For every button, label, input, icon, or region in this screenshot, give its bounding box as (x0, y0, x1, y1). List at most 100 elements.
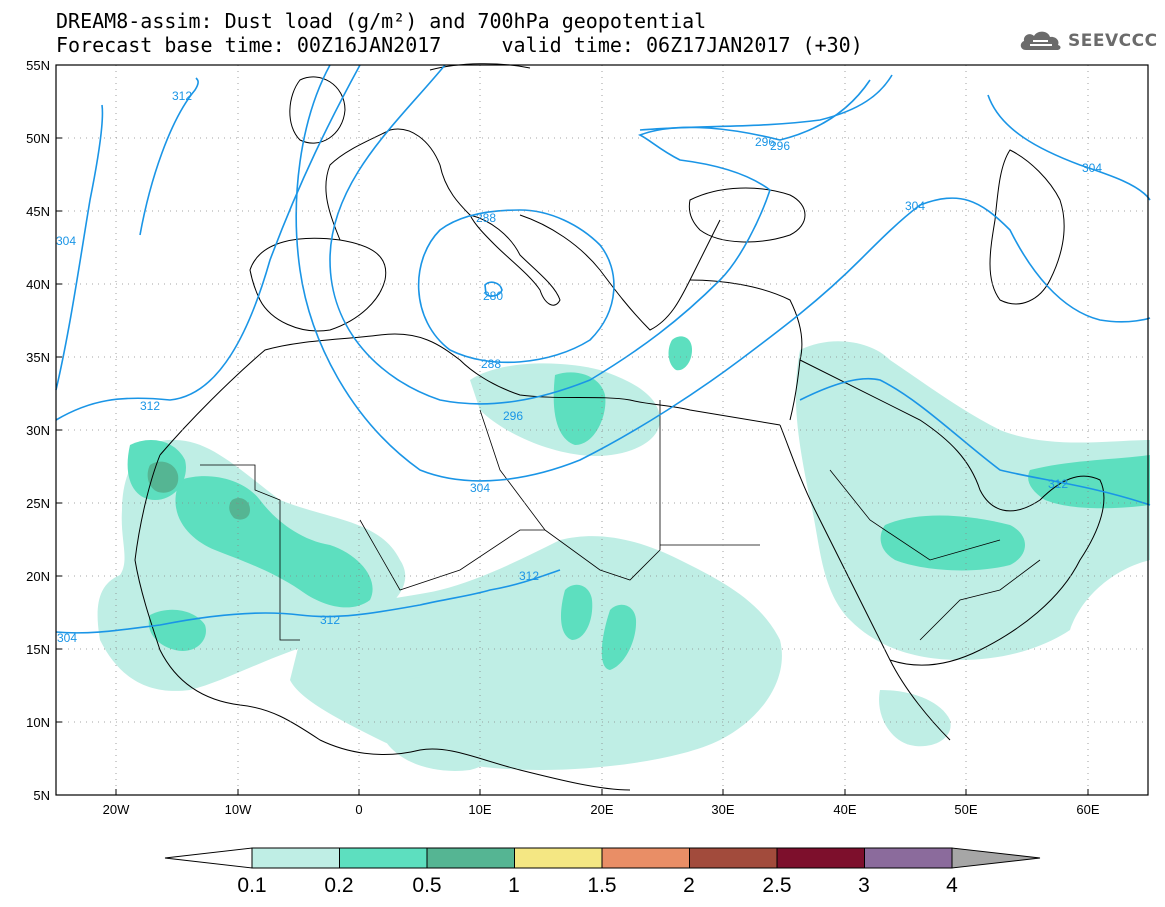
lat-label: 50N (26, 131, 50, 146)
contour-312-arabia (799, 377, 1151, 506)
border-chad-sudan (544, 400, 661, 581)
colorbar-label: 0.5 (412, 874, 441, 897)
contour-label: 312 (140, 399, 160, 413)
lon-label: 60E (1076, 802, 1099, 817)
colorbar-label: 2.5 (762, 874, 791, 897)
colorbar-label: 0.2 (324, 874, 353, 897)
coast-west-africa (134, 454, 631, 791)
contour-label: 304 (470, 481, 490, 495)
colorbar-label: 1.5 (587, 874, 616, 897)
dust-core-gulf (1028, 455, 1150, 509)
colorbar-label: 1 (508, 874, 520, 897)
contour-312-south (55, 569, 561, 634)
lon-label: 10E (468, 802, 491, 817)
contour-296-east (639, 74, 893, 131)
colorbar-label: 0.1 (237, 874, 266, 897)
longitude-labels: 20W 10W 0 10E 20E 30E 40E 50E 60E (103, 802, 1100, 817)
contour-label: 296 (770, 139, 790, 153)
colorbar-swatch (426, 847, 515, 869)
contour-label: 304 (905, 199, 925, 213)
border-algeria-mali (200, 464, 300, 641)
contour-labels: 312 304 288 280 296 304 296 304 288 296 … (56, 89, 1102, 645)
dust-shading (97, 341, 1150, 771)
forecast-time-subtitle: Forecast base time: 00Z16JAN2017 valid t… (56, 33, 863, 57)
contour-304-main (295, 64, 1151, 482)
colorbar-label: 4 (946, 874, 958, 897)
contour-280 (484, 281, 503, 297)
contour-label: 312 (519, 569, 539, 583)
coast-turkey-levant (689, 279, 803, 421)
lon-label: 50E (954, 802, 977, 817)
lon-label: 10W (225, 802, 252, 817)
dust-peak-mauritania (229, 498, 250, 520)
coast-france (325, 128, 471, 241)
coastlines (134, 63, 1105, 791)
coast-red-sea (779, 424, 951, 741)
contour-label: 280 (483, 289, 503, 303)
coast-british-isles (289, 76, 346, 144)
colorbar-label: 3 (858, 874, 870, 897)
lat-label: 45N (26, 204, 50, 219)
dust-core-crete (668, 336, 692, 371)
border-libya-algeria (479, 409, 546, 531)
dust-core-libya (553, 372, 606, 445)
coast-iberia (249, 237, 387, 332)
lon-label: 40E (833, 802, 856, 817)
lat-label: 30N (26, 423, 50, 438)
dust-area-arabia (795, 341, 1150, 660)
contour-label: 304 (1082, 161, 1102, 175)
colorbar-swatch (689, 847, 778, 869)
coast-black-sea (688, 187, 806, 243)
border-saudi (829, 469, 1001, 561)
lat-label: 10N (26, 715, 50, 730)
country-borders (200, 400, 1041, 641)
contour-304-east (987, 94, 1151, 201)
contour-label: 296 (503, 409, 523, 423)
colorbar-over-triangle (951, 847, 1041, 869)
contour-label: 312 (320, 613, 340, 627)
border-niger (359, 519, 545, 591)
contour-label: 288 (481, 357, 501, 371)
colorbar-legend: 0.1 0.2 0.5 1 1.5 2 2.5 3 4 (164, 847, 1041, 897)
lat-label: 5N (33, 788, 50, 803)
lat-label: 35N (26, 350, 50, 365)
contour-label: 312 (1048, 477, 1068, 491)
border-yemen (919, 559, 1041, 641)
lat-label: 15N (26, 642, 50, 657)
dust-core-sudan (601, 604, 637, 670)
lat-label: 20N (26, 569, 50, 584)
contour-296 (329, 64, 871, 405)
dust-core-chad (560, 584, 593, 640)
dust-core-mauritania (175, 476, 373, 608)
contour-312-top (139, 77, 199, 236)
contour-288 (417, 209, 615, 364)
lon-label: 0 (355, 802, 362, 817)
lat-label: 55N (26, 58, 50, 73)
dust-shading-medium (127, 336, 1150, 670)
seevccc-logo: SEEVCCC (1018, 28, 1158, 54)
dust-core-arabia (880, 515, 1025, 571)
coast-italy (469, 214, 561, 306)
colorbar-label: 2 (683, 874, 695, 897)
contour-304-far-west (55, 104, 104, 391)
brand-name: SEEVCCC (1068, 31, 1158, 51)
coast-caspian (989, 149, 1065, 305)
lon-label: 20W (103, 802, 130, 817)
lat-label: 25N (26, 496, 50, 511)
dust-area-horn-africa (879, 690, 951, 747)
contour-label: 296 (755, 135, 775, 149)
lat-label: 40N (26, 277, 50, 292)
graticule (56, 65, 1148, 795)
lon-label: 20E (590, 802, 613, 817)
contour-label: 312 (172, 89, 192, 103)
colorbar-swatch (864, 847, 953, 869)
contour-label: 304 (56, 234, 76, 248)
coast-arabia (799, 359, 1105, 666)
contour-label: 288 (476, 211, 496, 225)
contour-label: 304 (57, 631, 77, 645)
colorbar-swatch (601, 847, 690, 869)
coast-balkans (519, 214, 721, 331)
colorbar-swatch (776, 847, 865, 869)
colorbar-swatch (251, 847, 340, 869)
